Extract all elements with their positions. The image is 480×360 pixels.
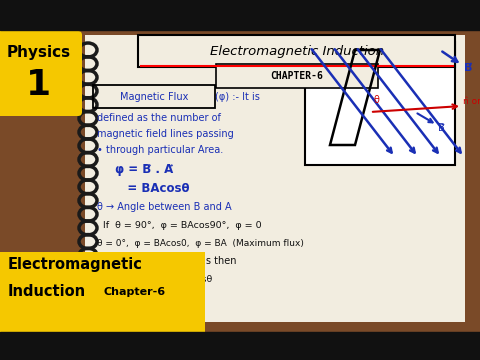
Text: φ = B⃗ . A⃗: φ = B⃗ . A⃗ (115, 162, 173, 175)
Text: 1: 1 (26, 68, 51, 102)
Bar (0, 332, 480, 360)
Text: Magnetic Flux: Magnetic Flux (120, 92, 188, 102)
Text: B⃗: B⃗ (464, 63, 472, 73)
Text: θ: θ (373, 95, 379, 105)
Bar (0, 28, 480, 332)
Text: θ = 0°,  φ = BAcos0,  φ = BA  (Maximum flux): θ = 0°, φ = BAcos0, φ = BA (Maximum flux… (97, 238, 304, 248)
FancyBboxPatch shape (216, 64, 378, 88)
Text: Electromagnetic: Electromagnetic (8, 257, 143, 273)
Text: If  θ = 90°,  φ = BAcos90°,  φ = 0: If θ = 90°, φ = BAcos90°, φ = 0 (103, 220, 262, 230)
Text: B⃗: B⃗ (438, 123, 445, 133)
Bar (305, 42, 455, 165)
Text: Induction: Induction (8, 284, 86, 300)
Text: CHAPTER-6: CHAPTER-6 (271, 71, 324, 81)
Text: Chapter-6: Chapter-6 (104, 287, 166, 297)
Text: θ → Angle between B and A: θ → Angle between B and A (97, 202, 232, 212)
Bar (85, 35, 465, 322)
Text: = BAcosθ: = BAcosθ (115, 181, 190, 194)
Text: Given Coil has 'N' turns then: Given Coil has 'N' turns then (97, 256, 237, 266)
FancyBboxPatch shape (0, 31, 82, 116)
FancyBboxPatch shape (138, 35, 455, 67)
Text: magnetic field lines passing: magnetic field lines passing (97, 129, 234, 139)
Text: Physics: Physics (7, 45, 71, 59)
Text: φ = N(B⃗.A⃗) = NBA cosθ: φ = N(B⃗.A⃗) = NBA cosθ (103, 274, 212, 284)
Text: Electromagnetic Induction: Electromagnetic Induction (210, 45, 384, 58)
Text: • through particular Area.: • through particular Area. (97, 145, 223, 155)
Text: defined as the number of: defined as the number of (97, 113, 221, 123)
Bar (0, 252, 205, 332)
Text: n̂ or A⃗: n̂ or A⃗ (463, 98, 480, 107)
Bar (0, 0, 480, 30)
Text: (φ) :- It is: (φ) :- It is (215, 92, 260, 102)
